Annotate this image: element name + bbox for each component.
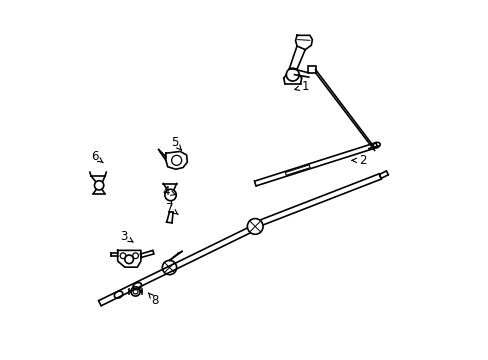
- Text: 6: 6: [91, 150, 103, 163]
- Text: 1: 1: [294, 80, 308, 93]
- Text: 3: 3: [120, 230, 133, 243]
- Text: 7: 7: [165, 202, 178, 215]
- Text: 5: 5: [171, 136, 181, 150]
- Text: 4: 4: [162, 185, 175, 198]
- Text: 8: 8: [148, 293, 159, 307]
- Text: 2: 2: [351, 154, 366, 167]
- Bar: [307, 66, 315, 73]
